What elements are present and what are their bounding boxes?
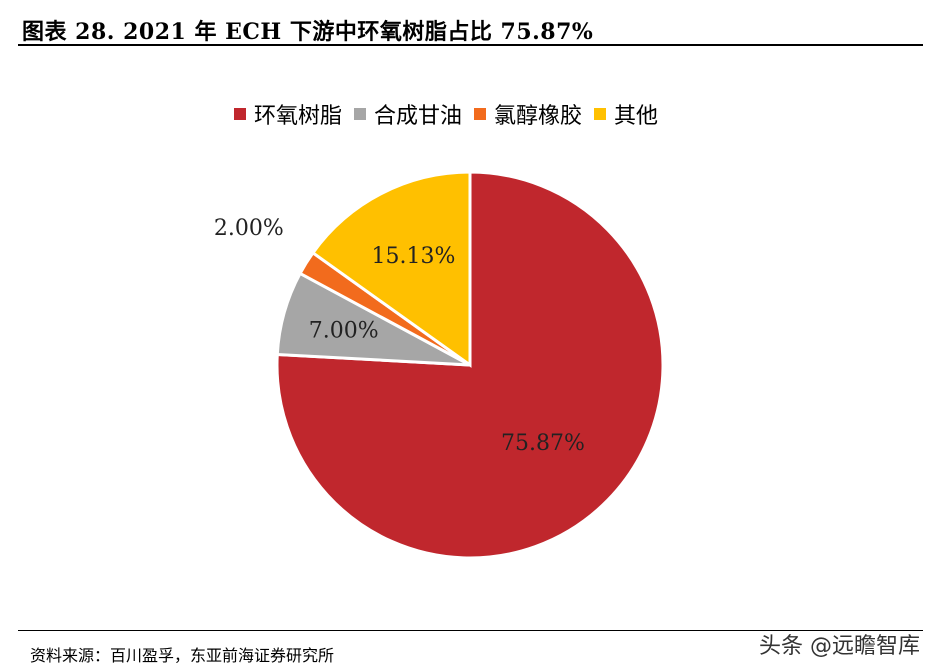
pie-chart: 75.87% 7.00% 2.00% 15.13% xyxy=(214,170,665,560)
legend-item-epoxy: 环氧树脂 xyxy=(234,98,342,130)
legend-swatch-epoxy xyxy=(234,108,246,120)
legend-label-glycerin: 合成甘油 xyxy=(374,104,463,129)
chart-legend: 环氧树脂 合成甘油 氯醇橡胶 其他 xyxy=(234,98,670,130)
legend-swatch-rubber xyxy=(474,108,487,120)
pie-slice-other xyxy=(310,170,472,368)
pie-slice-epoxy xyxy=(275,170,665,560)
data-label-epoxy: 75.87% xyxy=(501,431,585,456)
watermark: 头条 @远瞻智库 xyxy=(759,634,920,659)
chart-title: 图表 28. 2021 年 ECH 下游中环氧树脂占比 75.87% xyxy=(22,19,594,45)
legend-swatch-glycerin xyxy=(354,108,367,120)
source-note: 资料来源：百川盈孚，东亚前海证券研究所 xyxy=(30,646,335,665)
legend-label-other: 其他 xyxy=(614,104,659,129)
legend-label-epoxy: 环氧树脂 xyxy=(254,104,343,129)
footer-divider xyxy=(18,630,923,631)
data-label-glycerin: 7.00% xyxy=(309,318,379,343)
legend-swatch-other xyxy=(594,108,607,120)
legend-item-other: 其他 xyxy=(594,98,658,130)
data-label-other: 15.13% xyxy=(372,244,456,269)
legend-item-rubber: 氯醇橡胶 xyxy=(474,98,582,130)
legend-label-rubber: 氯醇橡胶 xyxy=(494,104,583,129)
legend-item-glycerin: 合成甘油 xyxy=(354,98,462,130)
data-label-rubber: 2.00% xyxy=(214,216,284,241)
title-divider xyxy=(18,44,923,46)
